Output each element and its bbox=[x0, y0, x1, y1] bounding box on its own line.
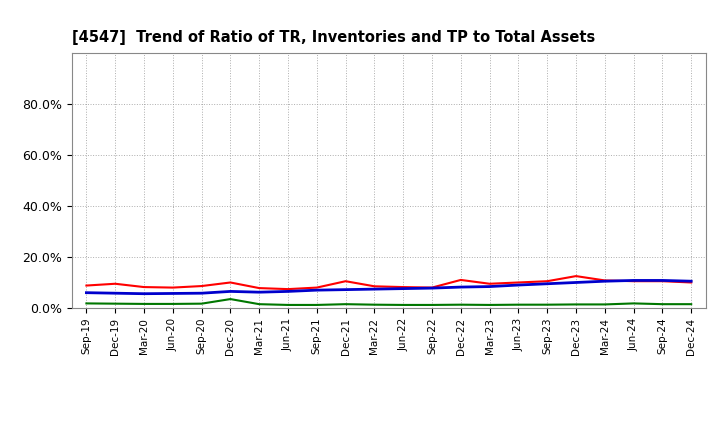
Trade Payables bbox=[543, 302, 552, 307]
Inventories bbox=[428, 286, 436, 291]
Trade Receivables bbox=[543, 279, 552, 284]
Trade Payables bbox=[658, 301, 667, 307]
Trade Receivables bbox=[226, 280, 235, 285]
Trade Payables bbox=[514, 302, 523, 307]
Trade Payables bbox=[370, 302, 379, 307]
Trade Payables bbox=[168, 301, 177, 307]
Inventories bbox=[82, 290, 91, 295]
Trade Payables bbox=[600, 302, 609, 307]
Inventories bbox=[312, 287, 321, 293]
Inventories bbox=[687, 279, 696, 284]
Trade Payables bbox=[687, 301, 696, 307]
Inventories bbox=[629, 278, 638, 283]
Trade Receivables bbox=[687, 280, 696, 285]
Trade Payables bbox=[629, 301, 638, 306]
Inventories bbox=[658, 278, 667, 283]
Trade Receivables bbox=[312, 285, 321, 290]
Trade Receivables bbox=[572, 273, 580, 279]
Trade Payables bbox=[140, 301, 148, 307]
Trade Payables bbox=[341, 301, 350, 307]
Trade Receivables bbox=[485, 281, 494, 286]
Trade Payables bbox=[111, 301, 120, 306]
Inventories bbox=[255, 290, 264, 295]
Inventories bbox=[111, 290, 120, 296]
Trade Receivables bbox=[600, 278, 609, 283]
Inventories bbox=[370, 286, 379, 292]
Trade Receivables bbox=[284, 286, 292, 292]
Trade Payables bbox=[456, 302, 465, 307]
Trade Payables bbox=[255, 301, 264, 307]
Inventories bbox=[341, 287, 350, 292]
Inventories bbox=[485, 284, 494, 289]
Trade Payables bbox=[82, 301, 91, 306]
Trade Receivables bbox=[370, 284, 379, 289]
Inventories bbox=[197, 290, 206, 296]
Line: Trade Receivables: Trade Receivables bbox=[86, 276, 691, 289]
Trade Receivables bbox=[629, 279, 638, 284]
Trade Receivables bbox=[514, 280, 523, 285]
Trade Receivables bbox=[111, 281, 120, 286]
Inventories bbox=[226, 289, 235, 294]
Inventories bbox=[543, 281, 552, 286]
Trade Payables bbox=[197, 301, 206, 306]
Inventories bbox=[168, 291, 177, 296]
Trade Payables bbox=[226, 297, 235, 302]
Trade Receivables bbox=[456, 277, 465, 282]
Trade Receivables bbox=[399, 284, 408, 290]
Inventories bbox=[140, 291, 148, 297]
Inventories bbox=[514, 282, 523, 288]
Inventories bbox=[456, 284, 465, 290]
Trade Receivables bbox=[341, 279, 350, 284]
Trade Receivables bbox=[658, 279, 667, 284]
Inventories bbox=[284, 289, 292, 294]
Text: [4547]  Trend of Ratio of TR, Inventories and TP to Total Assets: [4547] Trend of Ratio of TR, Inventories… bbox=[72, 29, 595, 45]
Trade Receivables bbox=[82, 283, 91, 288]
Trade Payables bbox=[312, 302, 321, 308]
Trade Receivables bbox=[197, 283, 206, 289]
Trade Payables bbox=[399, 302, 408, 308]
Trade Receivables bbox=[428, 285, 436, 290]
Trade Payables bbox=[485, 302, 494, 308]
Line: Trade Payables: Trade Payables bbox=[86, 299, 691, 305]
Inventories bbox=[572, 280, 580, 285]
Trade Payables bbox=[428, 302, 436, 308]
Line: Inventories: Inventories bbox=[86, 280, 691, 294]
Trade Payables bbox=[572, 302, 580, 307]
Inventories bbox=[600, 279, 609, 284]
Trade Receivables bbox=[140, 284, 148, 290]
Inventories bbox=[399, 286, 408, 291]
Trade Payables bbox=[284, 302, 292, 308]
Trade Receivables bbox=[168, 285, 177, 290]
Trade Receivables bbox=[255, 286, 264, 291]
